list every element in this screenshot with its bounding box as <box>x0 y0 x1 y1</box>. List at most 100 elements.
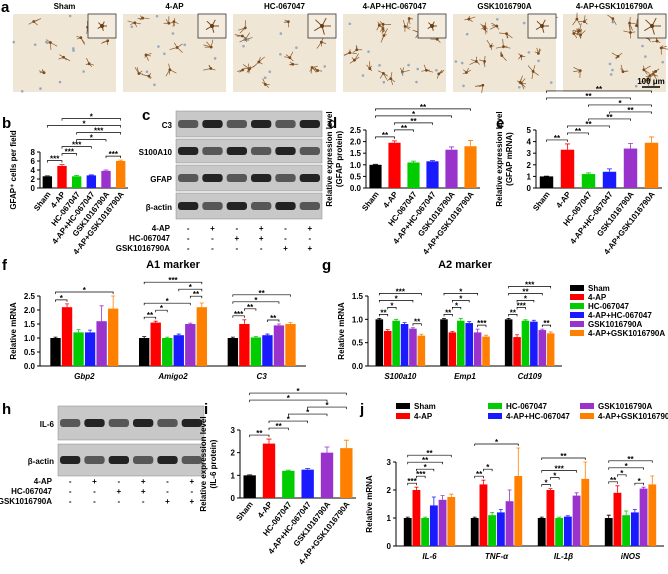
image-label: Sham <box>54 2 76 11</box>
treatment-sign: - <box>190 487 193 496</box>
bar <box>185 324 196 366</box>
treatment-sign: - <box>187 234 190 243</box>
significance-label: * <box>83 286 87 295</box>
significance-label: *** <box>168 276 178 285</box>
bar <box>243 475 256 498</box>
significance-label: * <box>545 479 549 488</box>
cell-body <box>424 68 428 72</box>
error-bar <box>385 329 390 331</box>
y-tick-label: 0 <box>231 494 236 503</box>
significance-label: ** <box>276 422 283 431</box>
bar <box>488 515 497 546</box>
significance-bracket <box>477 324 487 328</box>
y-tick-label: 2 <box>31 175 36 184</box>
nucleus <box>609 73 613 76</box>
significance-bracket <box>407 482 417 486</box>
blot-strip <box>175 110 323 138</box>
inset <box>527 13 557 39</box>
error-bar <box>515 334 520 338</box>
blot-band <box>178 147 199 155</box>
nucleus <box>295 46 298 49</box>
bar <box>602 171 617 188</box>
bar <box>555 518 564 546</box>
blot-band <box>133 456 154 464</box>
significance-bracket <box>474 443 519 446</box>
cell-body <box>377 23 381 27</box>
error-bar <box>65 303 70 308</box>
bar <box>572 495 581 546</box>
significance-label: ** <box>596 85 603 94</box>
treatment-sign: - <box>284 234 287 243</box>
significance-bracket <box>143 316 157 320</box>
y-tick-label: 8 <box>31 148 36 157</box>
y-axis-label: Relative expression level <box>325 111 334 206</box>
significance-bracket <box>508 293 543 296</box>
y-axis-label: (IL-6 protein) <box>209 439 218 488</box>
treatment-sign: - <box>166 477 169 486</box>
significance-bracket <box>634 482 644 486</box>
error-bar <box>540 328 545 331</box>
x-tick-label: Sham <box>32 190 53 213</box>
bar <box>227 338 239 366</box>
cell-body <box>353 58 356 62</box>
error-bar <box>467 321 472 324</box>
bar <box>71 176 82 188</box>
bar <box>639 488 648 546</box>
treatment-sign: - <box>211 234 214 243</box>
cell-body <box>248 67 252 71</box>
nucleus <box>155 14 159 18</box>
nucleus <box>527 51 531 54</box>
treatment-sign: + <box>165 497 170 506</box>
nucleus <box>20 89 24 93</box>
treatment-sign: - <box>235 244 238 253</box>
significance-bracket <box>608 460 653 463</box>
significance-bracket <box>189 295 203 299</box>
bar <box>392 320 400 366</box>
treatment-sign: + <box>141 487 146 496</box>
cell-body <box>319 40 323 44</box>
error-bar <box>430 160 435 162</box>
treatment-sign: - <box>187 244 190 253</box>
error-bar <box>76 329 81 333</box>
cell-body <box>137 72 141 75</box>
blot-band <box>202 174 223 182</box>
significance-bracket <box>416 468 435 472</box>
cell-body <box>147 74 151 78</box>
significance-label: ** <box>543 319 550 328</box>
bar <box>630 512 639 546</box>
nucleus <box>45 40 48 44</box>
significance-label: ** <box>422 456 429 465</box>
nucleus <box>213 57 217 60</box>
significance-label: ** <box>401 124 408 133</box>
nucleus <box>279 32 283 35</box>
significance-label: * <box>296 387 300 396</box>
significance-label: * <box>390 301 394 310</box>
inset-cell <box>650 24 654 28</box>
y-tick-label: 4 <box>31 166 36 175</box>
bar <box>429 505 438 546</box>
treatment-sign: + <box>189 477 194 486</box>
blot-strip <box>175 138 323 164</box>
significance-bracket <box>76 132 122 135</box>
treatment-sign: + <box>189 497 194 506</box>
significance-bracket <box>508 314 518 317</box>
bar <box>61 307 73 366</box>
cell-body <box>167 21 171 25</box>
error-bar <box>506 318 511 320</box>
blot-band <box>108 419 129 427</box>
error-bar <box>649 136 654 143</box>
bar <box>196 307 208 366</box>
error-bar <box>548 331 553 334</box>
cell-body <box>381 22 385 26</box>
significance-bracket <box>61 153 78 156</box>
y-tick-label: 3 <box>527 149 532 158</box>
error-bar <box>59 164 65 166</box>
error-bar <box>440 495 445 500</box>
legend-label: 4-AP <box>588 293 607 302</box>
significance-label: *** <box>525 280 535 289</box>
nucleus <box>82 70 85 73</box>
bar <box>514 476 523 546</box>
cell-body <box>263 83 267 86</box>
nucleus <box>242 44 245 48</box>
significance-bracket <box>608 481 618 484</box>
